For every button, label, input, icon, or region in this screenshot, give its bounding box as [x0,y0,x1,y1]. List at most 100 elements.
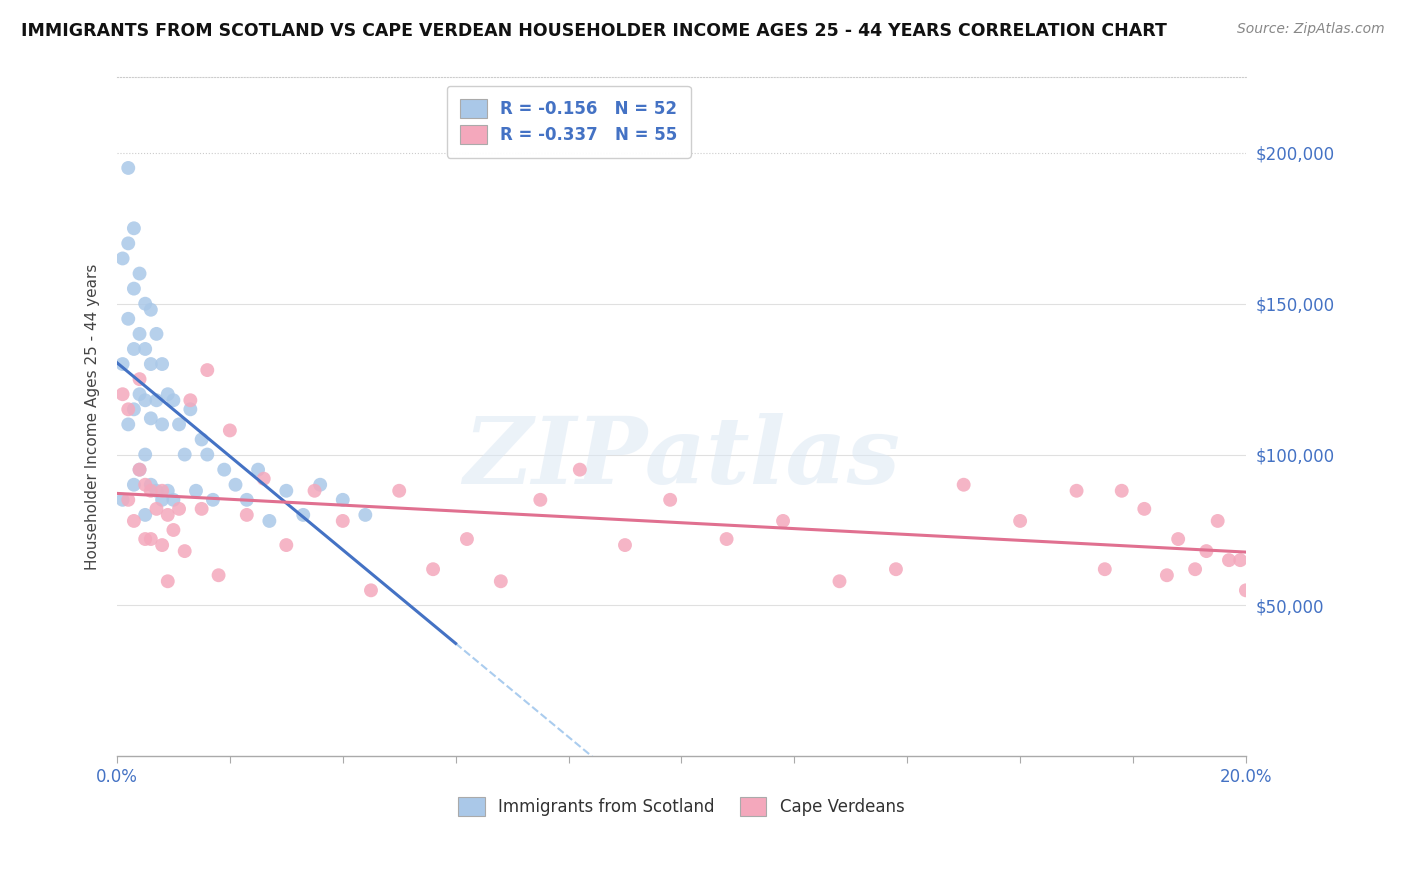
Point [360,583,382,598]
Point [150,492,173,507]
Point [134,393,156,408]
Point [167,417,190,432]
Point [568,463,591,477]
Point [134,342,156,356]
Point [122,477,145,491]
Point [190,501,212,516]
Point [304,483,326,498]
Point [884,562,907,576]
Point [156,387,179,401]
Point [156,483,179,498]
Point [190,433,212,447]
Point [162,492,184,507]
Text: ZIPatlas: ZIPatlas [463,413,900,502]
Point [111,492,134,507]
Point [150,538,173,552]
Point [134,508,156,522]
Point [259,514,281,528]
Point [354,508,377,522]
Point [276,538,298,552]
Point [117,417,139,432]
Point [134,448,156,462]
Point [212,463,235,477]
Point [253,472,276,486]
Point [122,221,145,235]
Point [139,477,162,491]
Point [1111,483,1133,498]
Point [173,448,195,462]
Point [139,483,162,498]
Point [1234,583,1257,598]
Point [952,477,974,491]
Point [332,514,354,528]
Point [1184,562,1206,576]
Point [1133,501,1156,516]
Point [134,532,156,546]
Point [150,483,173,498]
Point [456,532,478,546]
Point [184,483,207,498]
Point [529,492,551,507]
Point [117,492,139,507]
Point [716,532,738,546]
Point [422,562,444,576]
Point [162,523,184,537]
Point [145,483,167,498]
Point [139,532,162,546]
Point [201,492,224,507]
Point [134,296,156,310]
Point [207,568,229,582]
Point [1094,562,1116,576]
Point [145,501,167,516]
Point [134,477,156,491]
Point [1010,514,1032,528]
Point [139,357,162,371]
Point [247,463,270,477]
Point [139,302,162,317]
Point [128,326,150,341]
Point [225,477,247,491]
Point [167,501,190,516]
Text: IMMIGRANTS FROM SCOTLAND VS CAPE VERDEAN HOUSEHOLDER INCOME AGES 25 - 44 YEARS C: IMMIGRANTS FROM SCOTLAND VS CAPE VERDEAN… [21,22,1167,40]
Point [145,326,167,341]
Point [1195,544,1218,558]
Point [128,387,150,401]
Point [111,387,134,401]
Point [117,236,139,251]
Point [772,514,794,528]
Point [156,574,179,589]
Point [122,342,145,356]
Point [489,574,512,589]
Point [292,508,315,522]
Point [117,311,139,326]
Point [828,574,851,589]
Point [195,448,218,462]
Point [1218,553,1240,567]
Point [179,393,201,408]
Point [128,463,150,477]
Point [388,483,411,498]
Point [218,424,240,438]
Point [128,372,150,386]
Point [122,402,145,417]
Point [122,514,145,528]
Point [614,538,637,552]
Point [332,492,354,507]
Point [139,411,162,425]
Point [111,357,134,371]
Point [162,393,184,408]
Point [150,417,173,432]
Point [309,477,332,491]
Point [173,544,195,558]
Point [145,393,167,408]
Point [1206,514,1229,528]
Point [128,463,150,477]
Point [659,492,682,507]
Point [1167,532,1189,546]
Legend: Immigrants from Scotland, Cape Verdeans: Immigrants from Scotland, Cape Verdeans [451,790,911,822]
Point [111,252,134,266]
Point [195,363,218,377]
Point [150,357,173,371]
Point [1066,483,1088,498]
Point [276,483,298,498]
